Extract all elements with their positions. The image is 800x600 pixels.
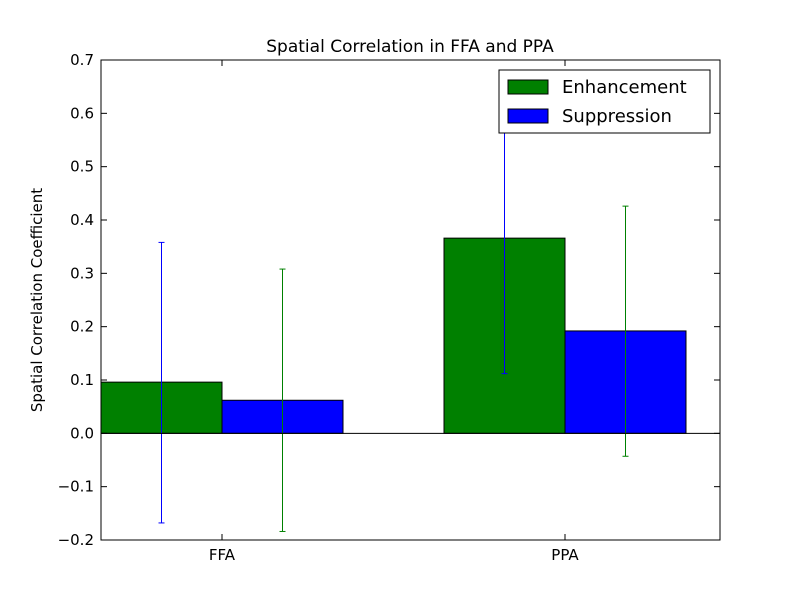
y-tick-label: 0.6 <box>70 104 94 122</box>
legend-swatch-enhancement <box>507 79 549 95</box>
plot-frame <box>100 59 721 541</box>
y-tick-label: −0.2 <box>58 531 94 549</box>
legend-swatch-suppression <box>507 108 549 124</box>
y-tick-label: 0.1 <box>70 371 94 389</box>
y-tick-label: 0.3 <box>70 264 94 282</box>
x-tick-label: FFA <box>209 546 236 564</box>
legend-label-suppression: Suppression <box>562 106 672 127</box>
y-axis-label: Spatial Correlation Coefficient <box>28 188 46 412</box>
legend-label-enhancement: Enhancement <box>562 77 687 98</box>
legend: Enhancement Suppression <box>498 69 711 134</box>
y-tick-label: 0.5 <box>70 158 94 176</box>
y-tick-label: 0.7 <box>70 51 94 69</box>
y-tick-label: 0.0 <box>70 424 94 442</box>
chart-title: Spatial Correlation in FFA and PPA <box>266 37 554 57</box>
y-tick-label: 0.4 <box>70 211 94 229</box>
y-tick-label: −0.1 <box>58 478 94 496</box>
x-tick-label: PPA <box>551 546 579 564</box>
y-tick-label: 0.2 <box>70 318 94 336</box>
